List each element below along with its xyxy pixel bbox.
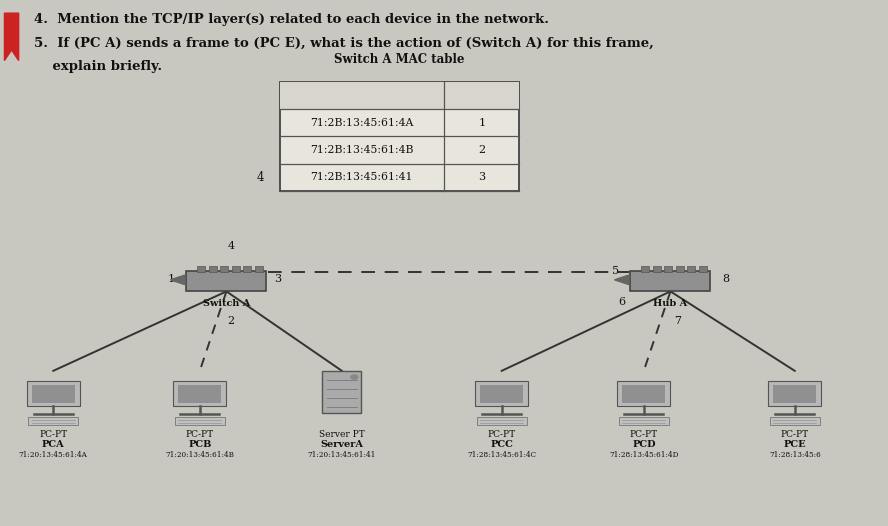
Text: Server PT: Server PT bbox=[319, 430, 365, 439]
Text: 71:28:13:45:61:4C: 71:28:13:45:61:4C bbox=[467, 451, 536, 459]
Circle shape bbox=[351, 375, 358, 379]
Text: 2: 2 bbox=[227, 316, 234, 326]
Text: explain briefly.: explain briefly. bbox=[34, 60, 162, 74]
Bar bbox=[699, 266, 707, 272]
Bar bbox=[175, 417, 225, 425]
Bar bbox=[255, 266, 263, 272]
Bar bbox=[641, 266, 649, 272]
Bar bbox=[243, 266, 251, 272]
Bar bbox=[209, 266, 217, 272]
Bar bbox=[178, 385, 221, 403]
Bar bbox=[280, 82, 519, 109]
Text: 3: 3 bbox=[478, 172, 486, 183]
Bar bbox=[630, 271, 710, 291]
Bar bbox=[480, 385, 523, 403]
Text: 6: 6 bbox=[618, 297, 625, 308]
Bar bbox=[322, 371, 361, 413]
Bar bbox=[619, 417, 669, 425]
Text: PCE: PCE bbox=[783, 440, 806, 449]
Bar bbox=[768, 381, 821, 406]
Bar bbox=[687, 266, 695, 272]
Text: Switch A: Switch A bbox=[202, 299, 250, 308]
Text: PCA: PCA bbox=[42, 440, 65, 449]
Text: Hub A: Hub A bbox=[654, 299, 687, 308]
Text: 7: 7 bbox=[674, 316, 681, 326]
Text: PCD: PCD bbox=[632, 440, 655, 449]
Text: 1: 1 bbox=[168, 274, 175, 284]
Polygon shape bbox=[170, 275, 185, 285]
Bar bbox=[32, 385, 75, 403]
Text: PC-PT: PC-PT bbox=[39, 430, 67, 439]
Text: Address: Address bbox=[337, 90, 387, 100]
Polygon shape bbox=[614, 275, 629, 285]
Bar bbox=[197, 266, 205, 272]
Text: 71:20:13:45:61:41: 71:20:13:45:61:41 bbox=[308, 451, 376, 459]
Text: 71:2B:13:45:61:4B: 71:2B:13:45:61:4B bbox=[310, 145, 414, 155]
Bar bbox=[280, 82, 519, 191]
Text: PC-PT: PC-PT bbox=[781, 430, 809, 439]
Text: Port no,: Port no, bbox=[456, 90, 507, 100]
Text: PC-PT: PC-PT bbox=[488, 430, 516, 439]
Text: 71:20:13:45:61:4B: 71:20:13:45:61:4B bbox=[165, 451, 234, 459]
Bar bbox=[477, 417, 527, 425]
Bar bbox=[232, 266, 240, 272]
Bar bbox=[220, 266, 228, 272]
Bar bbox=[676, 266, 684, 272]
Text: 71:2B:13:45:61:4A: 71:2B:13:45:61:4A bbox=[310, 117, 414, 128]
Text: 8: 8 bbox=[722, 274, 729, 284]
Polygon shape bbox=[4, 13, 19, 60]
Text: Switch A MAC table: Switch A MAC table bbox=[335, 53, 464, 66]
Text: 71:20:13:45:61:4A: 71:20:13:45:61:4A bbox=[19, 451, 88, 459]
Bar bbox=[773, 385, 816, 403]
Text: PC-PT: PC-PT bbox=[186, 430, 214, 439]
Bar bbox=[617, 381, 670, 406]
Text: PCC: PCC bbox=[490, 440, 513, 449]
Bar bbox=[28, 417, 78, 425]
Bar bbox=[770, 417, 820, 425]
Text: ServerA: ServerA bbox=[321, 440, 363, 449]
Text: 71:28:13:45:61:4D: 71:28:13:45:61:4D bbox=[609, 451, 678, 459]
Bar bbox=[173, 381, 226, 406]
Text: 4: 4 bbox=[257, 171, 264, 184]
Text: 1: 1 bbox=[478, 117, 486, 128]
Text: 4.  Mention the TCP/IP layer(s) related to each device in the network.: 4. Mention the TCP/IP layer(s) related t… bbox=[34, 13, 549, 26]
Text: 71:28:13:45:6: 71:28:13:45:6 bbox=[769, 451, 821, 459]
Bar bbox=[186, 271, 266, 291]
Bar bbox=[653, 266, 661, 272]
Text: 5.  If (PC A) sends a frame to (PC E), what is the action of (Switch A) for this: 5. If (PC A) sends a frame to (PC E), wh… bbox=[34, 37, 654, 50]
Text: 71:2B:13:45:61:41: 71:2B:13:45:61:41 bbox=[311, 172, 413, 183]
Text: 3: 3 bbox=[274, 274, 281, 284]
Text: PC-PT: PC-PT bbox=[630, 430, 658, 439]
Text: 4: 4 bbox=[227, 240, 234, 251]
Bar bbox=[664, 266, 672, 272]
Bar bbox=[622, 385, 665, 403]
Bar bbox=[475, 381, 528, 406]
Text: 2: 2 bbox=[478, 145, 486, 155]
Text: PCB: PCB bbox=[188, 440, 211, 449]
Bar bbox=[27, 381, 80, 406]
Text: 5: 5 bbox=[612, 266, 619, 276]
